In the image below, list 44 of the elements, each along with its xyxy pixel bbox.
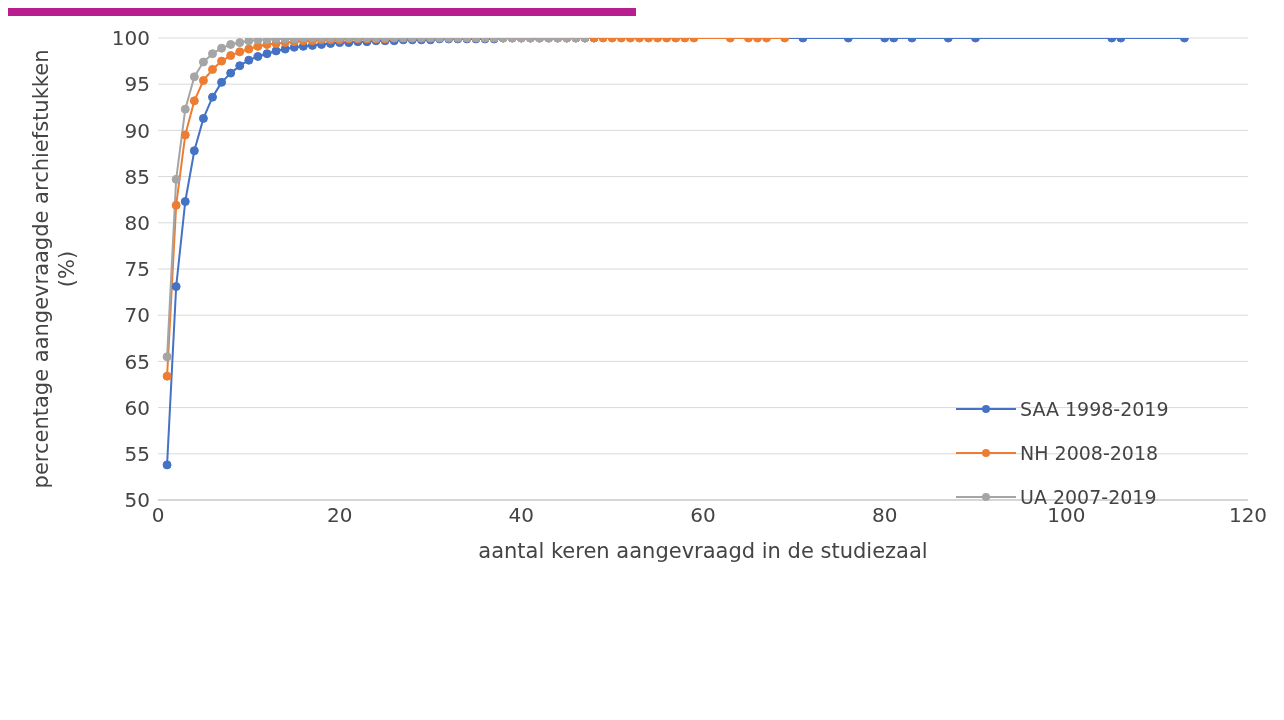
point bbox=[226, 68, 236, 78]
point bbox=[198, 113, 208, 123]
legend-label: NH 2008-2018 bbox=[1020, 442, 1159, 464]
point bbox=[235, 38, 245, 48]
point bbox=[244, 38, 254, 46]
point bbox=[262, 38, 272, 45]
y-tick-label: 70 bbox=[124, 303, 150, 328]
point bbox=[253, 38, 263, 45]
point bbox=[271, 46, 281, 56]
point bbox=[171, 174, 181, 184]
y-tick-label: 75 bbox=[124, 257, 150, 282]
x-tick-label: 60 bbox=[690, 503, 716, 528]
point bbox=[162, 352, 172, 362]
y-tick-label: 100 bbox=[111, 26, 150, 51]
x-tick-label: 40 bbox=[508, 503, 535, 528]
point bbox=[244, 55, 254, 65]
point bbox=[217, 77, 227, 87]
y-tick-label: 65 bbox=[124, 349, 150, 374]
y-tick-label: 55 bbox=[124, 441, 150, 466]
point bbox=[208, 49, 217, 59]
point bbox=[262, 49, 272, 59]
point bbox=[180, 104, 190, 114]
point bbox=[235, 61, 245, 71]
point bbox=[189, 72, 199, 82]
point bbox=[162, 460, 172, 470]
x-tick-label: 0 bbox=[151, 503, 165, 528]
y-tick-label: 90 bbox=[124, 118, 150, 143]
point bbox=[189, 146, 199, 156]
point bbox=[217, 43, 227, 53]
y-tick-label: 85 bbox=[124, 164, 150, 189]
x-tick-label: 20 bbox=[326, 503, 353, 528]
point bbox=[180, 197, 190, 207]
y-tick-label: 50 bbox=[124, 488, 150, 513]
legend-label: SAA 1998-2019 bbox=[1020, 398, 1169, 420]
y-tick-label: 95 bbox=[124, 72, 150, 97]
x-tick-label: 80 bbox=[871, 503, 898, 528]
y-axis-title: percentage aangevraagde archiefstukken (%) bbox=[29, 49, 79, 489]
y-tick-label: 80 bbox=[124, 210, 150, 235]
point bbox=[198, 57, 208, 67]
x-tick-label: 120 bbox=[1228, 503, 1268, 528]
point bbox=[171, 282, 181, 292]
x-axis-title: aantal keren aangevraagd in de studiezaal bbox=[478, 539, 928, 563]
y-tick-label: 60 bbox=[124, 395, 150, 420]
point bbox=[208, 92, 217, 102]
